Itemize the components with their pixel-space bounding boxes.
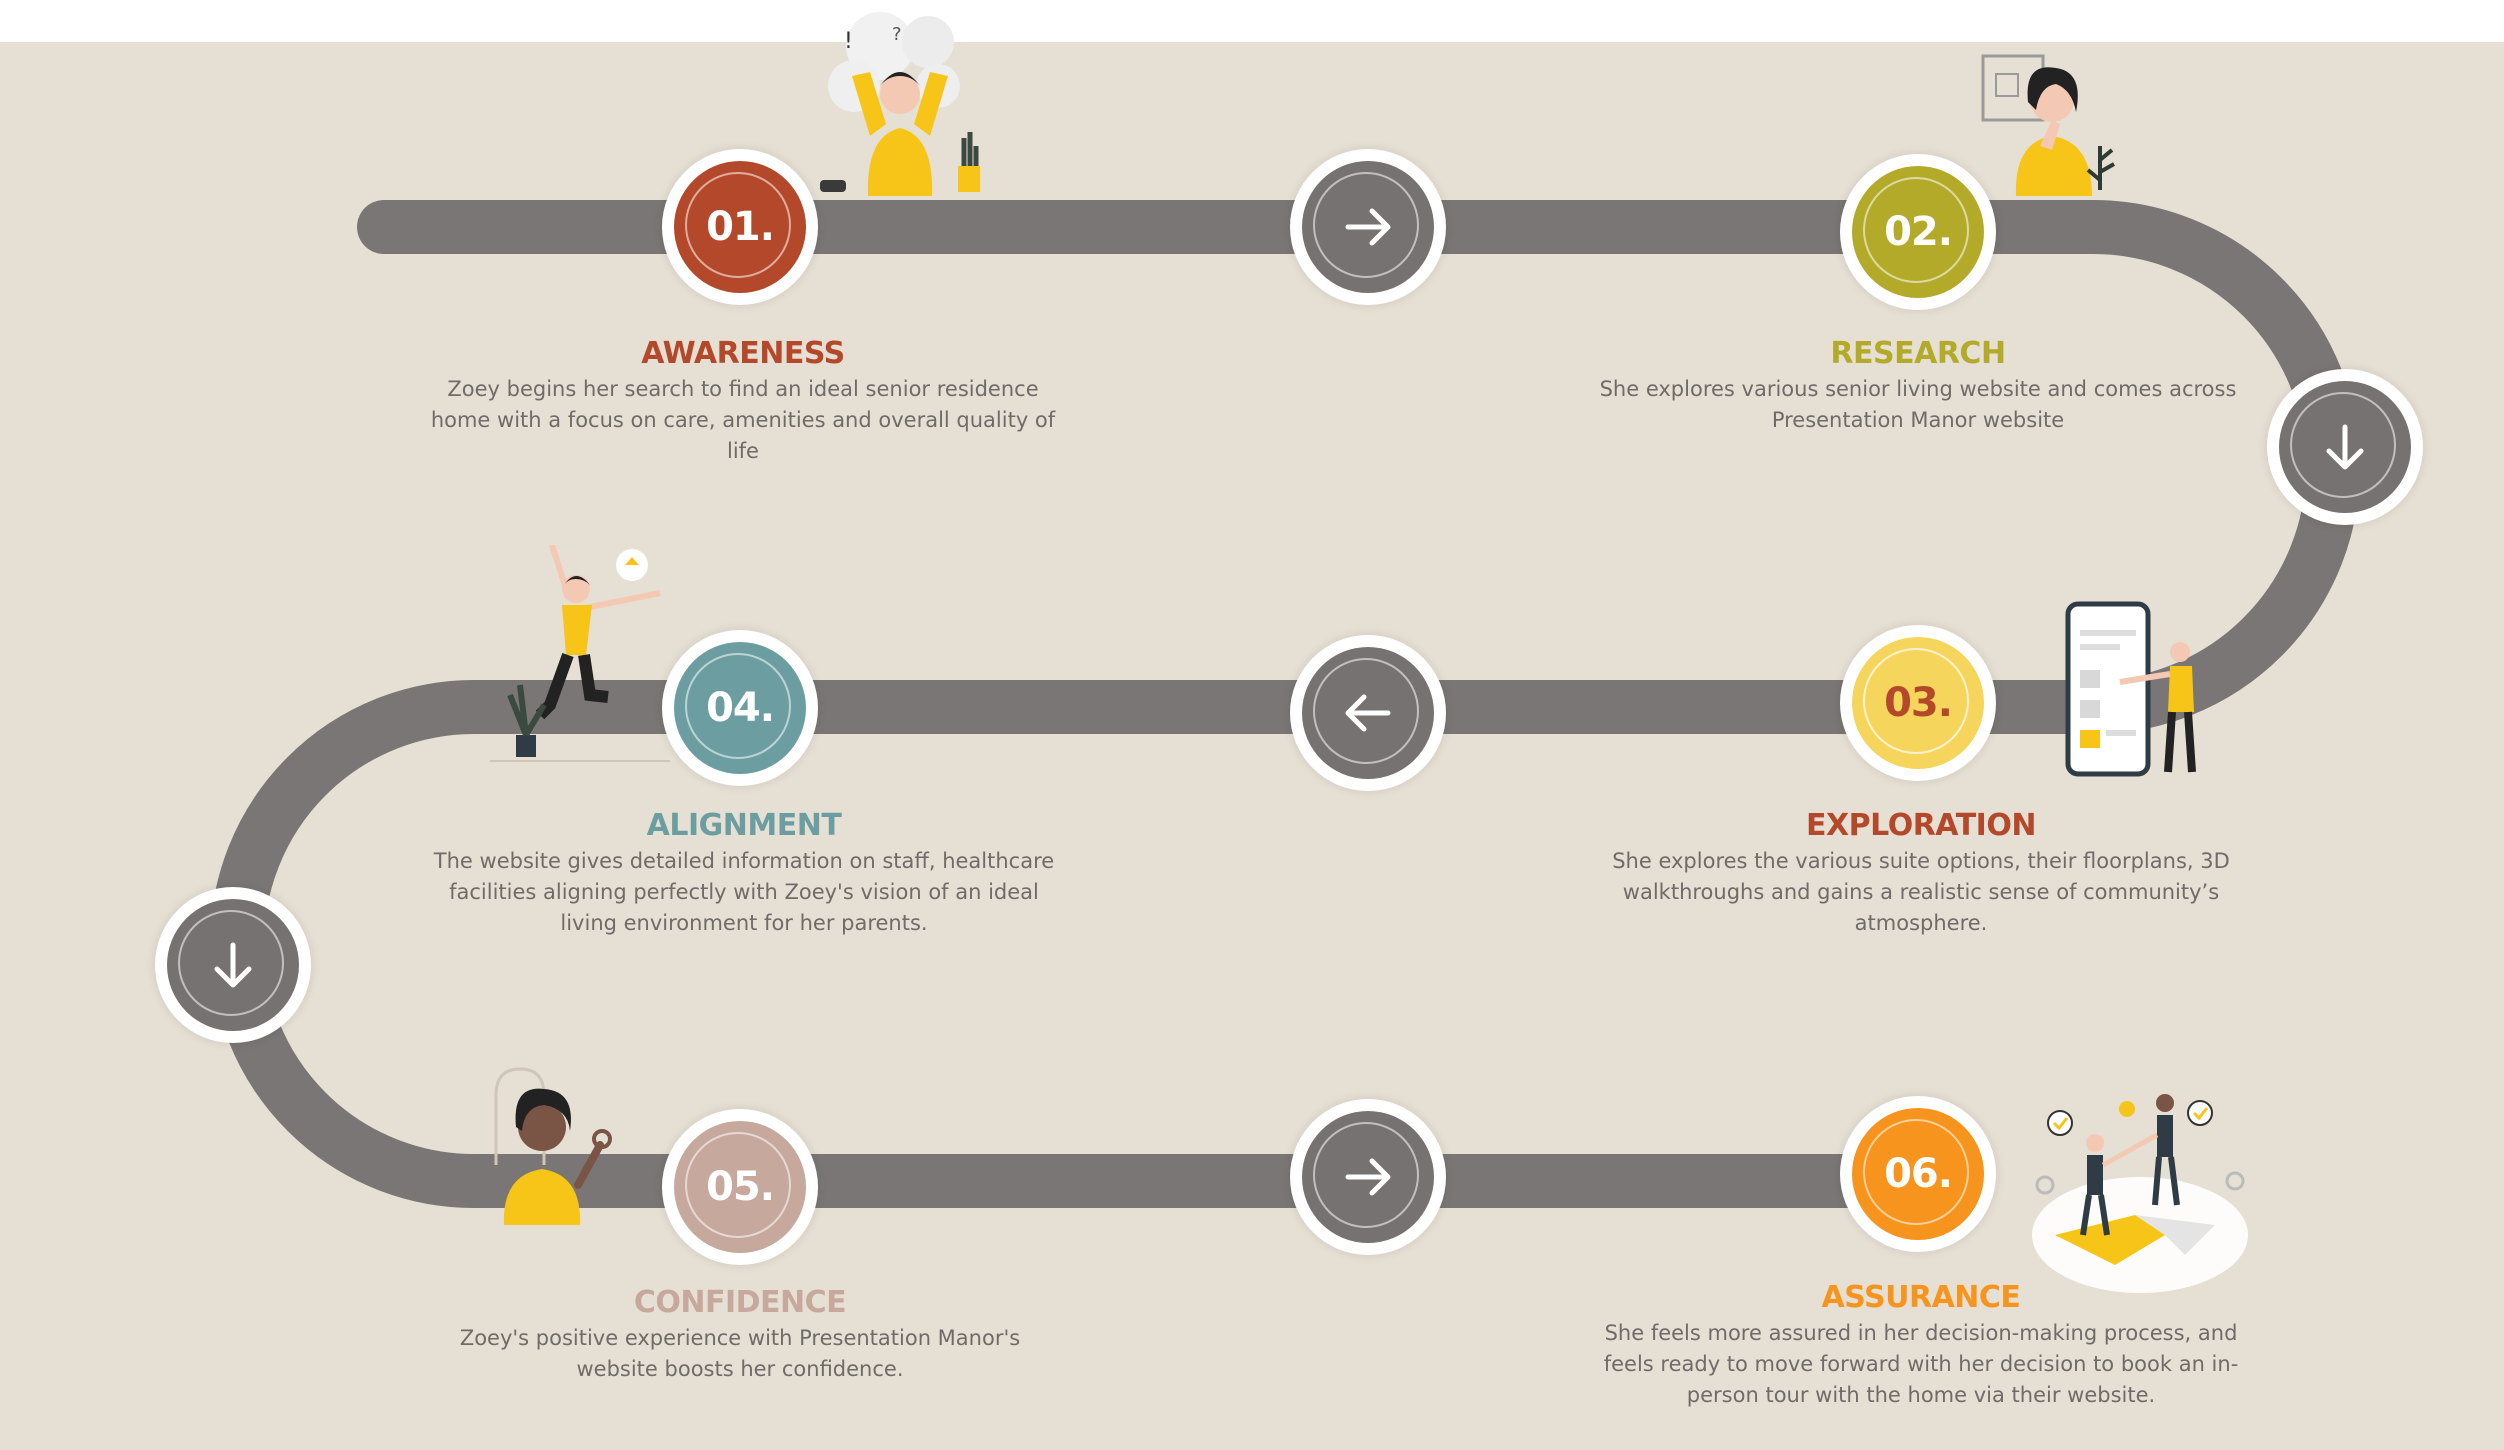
- step-description-assurance: She feels more assured in her decision-m…: [1603, 1321, 2239, 1407]
- step-title-assurance: ASSURANCE: [1821, 1280, 2021, 1315]
- arrow-right-icon: [1345, 1158, 1391, 1196]
- svg-text:!: !: [844, 29, 853, 54]
- step-description-exploration: She explores the various suite options, …: [1612, 849, 2230, 935]
- arrow-down-icon: [2326, 424, 2364, 470]
- top-bar: [0, 0, 2504, 42]
- step-title-exploration: EXPLORATION: [1806, 808, 2036, 843]
- smartphone-user-illustration: [2065, 601, 2196, 777]
- thumbs-up-woman-illustration: [494, 1067, 612, 1225]
- arrow-node-4: [155, 887, 311, 1043]
- stressed-woman-illustration: ! ?: [820, 12, 980, 196]
- step-description-awareness: Zoey begins her search to find an ideal …: [430, 377, 1056, 463]
- step-number: 01.: [706, 204, 775, 250]
- step-node-05: 05.: [662, 1109, 818, 1265]
- arrow-down-icon: [214, 942, 252, 988]
- arrow-node-5: [1290, 1099, 1446, 1255]
- step-description-confidence: Zoey's positive experience with Presenta…: [459, 1326, 1021, 1381]
- step-node-03: 03.: [1840, 625, 1996, 781]
- step-description-research: She explores various senior living websi…: [1599, 377, 2237, 432]
- arrow-left-icon: [1345, 694, 1391, 732]
- step-node-04: 04.: [662, 630, 818, 786]
- step-number: 05.: [706, 1164, 775, 1210]
- thinking-woman-illustration: [1981, 54, 2115, 196]
- step-title-alignment: ALIGNMENT: [646, 808, 842, 843]
- jumping-woman-illustration: [490, 545, 670, 762]
- arrow-node-1: [1290, 149, 1446, 305]
- step-title-confidence: CONFIDENCE: [633, 1285, 847, 1320]
- svg-text:?: ?: [892, 24, 902, 45]
- step-number: 03.: [1884, 680, 1953, 726]
- step-node-02: 02.: [1840, 154, 1996, 310]
- step-node-06: 06.: [1840, 1096, 1996, 1252]
- puzzle-handshake-illustration: [2032, 1094, 2248, 1293]
- arrow-node-3: [1290, 635, 1446, 791]
- step-number: 02.: [1884, 209, 1953, 255]
- step-description-alignment: The website gives detailed information o…: [433, 849, 1055, 935]
- step-number: 06.: [1884, 1151, 1953, 1197]
- step-title-awareness: AWARENESS: [641, 336, 845, 371]
- step-number: 04.: [706, 685, 775, 731]
- arrow-node-2: [2267, 369, 2423, 525]
- arrow-right-icon: [1345, 208, 1391, 246]
- step-title-research: RESEARCH: [1830, 336, 2006, 371]
- step-node-01: 01.: [662, 149, 818, 305]
